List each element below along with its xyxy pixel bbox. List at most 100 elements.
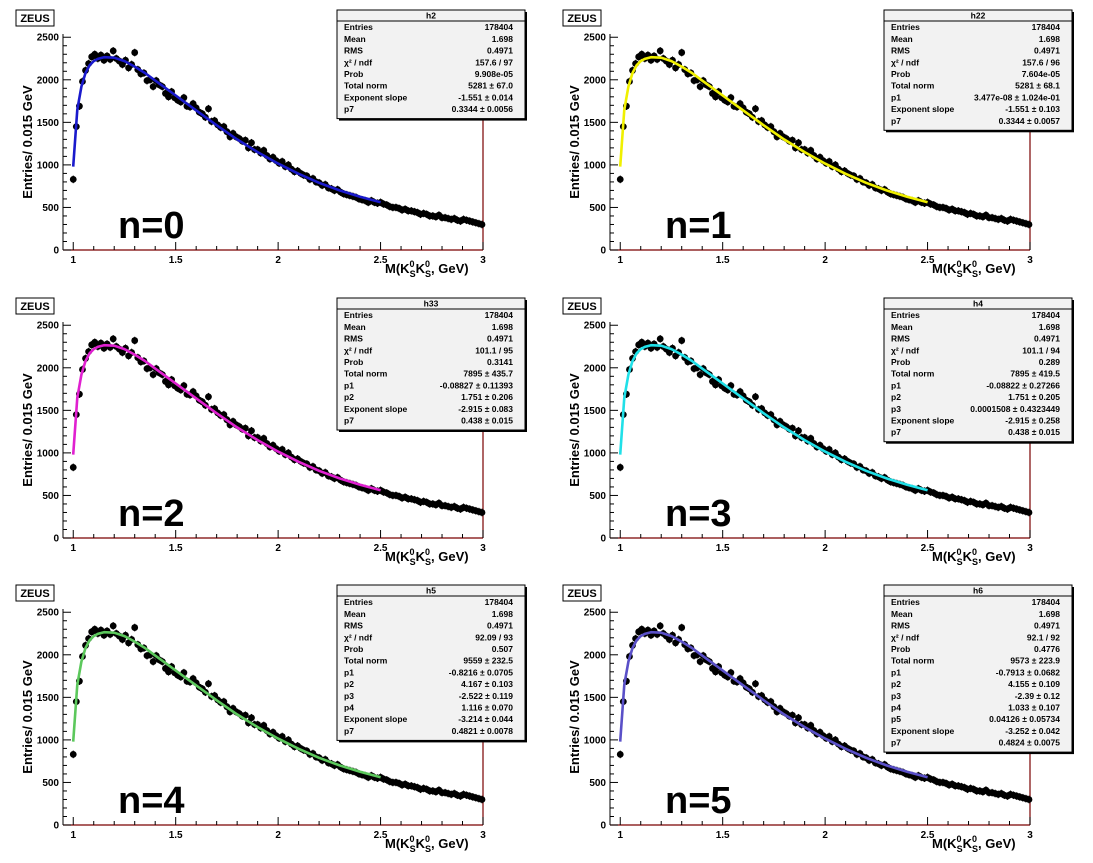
data-point [752, 680, 759, 688]
x-tick-label: 1.5 [716, 830, 730, 841]
stats-key: RMS [891, 46, 910, 56]
stats-key: Mean [891, 322, 913, 332]
fit-curve [618, 55, 928, 204]
stats-value: 0.4971 [1034, 46, 1060, 56]
y-axis-label: Entries/ 0.015 GeV [567, 85, 582, 199]
stats-value: 92.1 / 92 [1027, 632, 1060, 642]
fit-order-annotation: n=1 [665, 205, 732, 247]
data-point [69, 463, 77, 471]
stats-key: p1 [891, 92, 901, 102]
zeus-badge: ZEUS [562, 584, 602, 602]
stats-key: Total norm [344, 656, 388, 666]
y-tick-label: 1500 [584, 118, 607, 129]
data-point [825, 733, 833, 740]
x-tick-label: 2 [822, 255, 828, 266]
zeus-badge-box [15, 297, 55, 315]
x-tick-label: 2 [275, 830, 281, 841]
stats-key: Entries [344, 310, 373, 320]
data-point [825, 158, 833, 165]
zeus-badge: ZEUS [15, 584, 55, 602]
data-point [131, 337, 139, 344]
x-axis-label-part: S [410, 844, 416, 854]
zeus-label: ZEUS [20, 13, 49, 25]
data-point [795, 714, 802, 722]
x-axis-label-part: 0 [410, 259, 415, 269]
y-tick-label: 0 [600, 821, 606, 832]
stats-key: χ² / ndf [891, 632, 919, 642]
stats-title: h33 [424, 299, 439, 309]
stats-value: 178404 [485, 22, 514, 32]
zeus-label: ZEUS [20, 301, 49, 313]
stats-key: p4 [891, 703, 901, 713]
data-point [260, 147, 268, 154]
data-point [678, 337, 686, 344]
data-point [109, 47, 117, 55]
x-tick-label: 2 [275, 543, 281, 554]
data-point [712, 668, 719, 676]
fit-order-annotation: n=4 [118, 780, 185, 822]
fit-curve [618, 630, 928, 779]
stats-key: RMS [891, 621, 910, 631]
data-point [712, 93, 719, 101]
data-point [478, 509, 486, 516]
stats-title: h6 [973, 586, 983, 596]
stats-key: p4 [344, 703, 354, 713]
data-point [241, 136, 249, 144]
data-point [109, 622, 117, 630]
y-tick-label: 2500 [37, 608, 60, 619]
fit-curve [618, 343, 928, 492]
stats-value: 1.698 [1039, 322, 1061, 332]
stats-value: 5281 ± 67.0 [468, 81, 513, 91]
stats-value: 0.3344 ± 0.0056 [452, 104, 514, 114]
stats-value: 92.09 / 93 [475, 632, 513, 642]
x-tick-label: 1.5 [169, 543, 183, 554]
x-axis-label: M(K0 SK0 S, GeV) [932, 259, 1016, 279]
y-tick-label: 2000 [584, 650, 607, 661]
stats-key: χ² / ndf [344, 57, 372, 67]
fit-curve [71, 630, 381, 779]
stats-key: Exponent slope [891, 726, 955, 736]
stats-value: 0.4971 [1034, 621, 1060, 631]
stats-key: Mean [344, 609, 366, 619]
x-axis-label-part: S [972, 844, 978, 854]
data-point [788, 711, 796, 719]
stats-value: 9573 ± 223.9 [1010, 656, 1060, 666]
x-axis-label-part: M(K [932, 261, 957, 276]
stats-box-frame [336, 297, 526, 431]
stats-key: p7 [891, 116, 901, 126]
stats-value: 1.698 [492, 34, 514, 44]
zeus-badge-box [15, 584, 55, 602]
y-tick-label: 1500 [37, 406, 60, 417]
stats-box: h2 Entries 178404 Mean 1.698 RMS 0.4971 χ² / nd… [336, 9, 527, 121]
x-axis-label-part: 0 [972, 259, 977, 269]
stats-key: p5 [891, 714, 901, 724]
stats-key: RMS [891, 334, 910, 344]
x-axis-label-part: M(K [385, 549, 410, 564]
stats-box: h6 Entries 178404 Mean 1.698 RMS 0.4971 χ² / nd… [883, 584, 1074, 755]
data-point [205, 105, 212, 113]
y-tick-label: 1000 [584, 160, 607, 171]
stats-key: p3 [344, 691, 354, 701]
y-tick-label: 2500 [37, 33, 60, 44]
x-axis-label-part: K [416, 549, 426, 564]
x-tick-label: 1.5 [169, 255, 183, 266]
stats-value: 0.4971 [487, 621, 513, 631]
chart-panel-5: ZEUS 0 500 1000 1500 2000 2500 1 1.5 2 2.5 3 Entries… [562, 584, 1074, 854]
x-axis-label-part: 0 [972, 547, 977, 557]
y-tick-label: 1000 [584, 448, 607, 459]
stats-box: h5 Entries 178404 Mean 1.698 RMS 0.4971 χ² / nd… [336, 584, 527, 743]
stats-key: p7 [344, 104, 354, 114]
x-axis-label-part: 0 [410, 547, 415, 557]
zeus-badge-box [562, 9, 602, 27]
data-point [205, 393, 212, 401]
stats-value: -3.214 ± 0.044 [458, 714, 513, 724]
zeus-badge: ZEUS [562, 297, 602, 315]
stats-value: 0.4824 ± 0.0075 [999, 738, 1061, 748]
stats-value: 0.3344 ± 0.0057 [999, 116, 1061, 126]
stats-value: 4.155 ± 0.109 [1008, 679, 1060, 689]
stats-key: Prob [344, 644, 363, 654]
stats-key: RMS [344, 46, 363, 56]
x-tick-label: 3 [480, 543, 486, 554]
stats-value: 101.1 / 94 [1022, 345, 1060, 355]
